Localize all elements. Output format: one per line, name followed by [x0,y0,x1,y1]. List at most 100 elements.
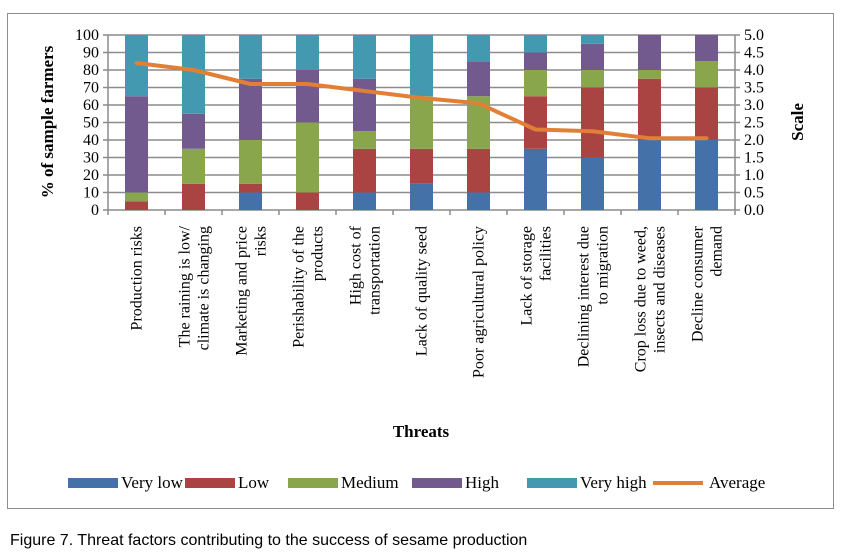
x-axis-title: Threats [393,422,450,441]
x-tick-label: Production risks [129,226,146,330]
x-tick-label-line: Crop loss due to weed, [633,226,650,372]
bar-segment-very-low [695,140,718,210]
y2-tick-label: 0.5 [744,185,764,202]
y2-tick-label: 3.5 [744,80,764,97]
bar-segment-medium [581,70,604,88]
bar-segment-low [296,192,319,210]
bar-segment-high [524,52,547,70]
legend-swatch [527,478,577,488]
legend-label: High [465,473,500,492]
x-tick-label: Lack of quality seed [414,226,431,356]
bar-segment-very-high [125,35,148,97]
y-tick-label: 90 [83,45,99,62]
bar-segment-medium [410,96,433,149]
bar-segment-very-low [353,192,376,210]
x-tick-label-line: High cost of [348,225,365,305]
bar-segment-low [581,87,604,158]
y-tick-label: 40 [83,132,99,149]
bar-segment-low [695,87,718,140]
bar-segment-low [467,148,490,193]
bar-segment-very-high [296,35,319,70]
bar-segment-low [638,78,661,140]
legend-label: Very high [580,473,647,492]
y-tick-label: 100 [75,27,99,44]
y2-tick-label: 1.0 [744,167,764,184]
bar-segment-very-high [239,35,262,79]
legend-label: Medium [341,473,399,492]
y-tick-label: 50 [83,115,99,132]
x-tick-label: Declining interest due to migration [576,226,612,367]
bar-segment-medium [467,96,490,149]
x-tick-label: High cost of transportation [348,225,384,315]
x-tick-label-line: Marketing and price [234,226,251,356]
bar-segment-medium [182,148,205,184]
x-tick-label: Decline consumer demand [690,225,726,342]
figure-caption: Figure 7. Threat factors contributing to… [10,532,528,549]
legend-label: Average [709,473,765,492]
y-tick-label: 20 [83,167,99,184]
x-tick-label-line: The raining is low/ [177,225,194,347]
x-tick-label: Marketing and price risks [234,226,270,356]
x-tick-label-line: Perishability of the [291,226,308,348]
y-tick-label: 80 [83,62,99,79]
x-tick-label: Crop loss due to weed, insects and diseas… [633,226,669,372]
bar-segment-very-low [524,148,547,210]
x-tick-label-line: Poor agricultural policy [471,226,488,378]
bar-segment-high [353,78,376,132]
bar-segment-high [581,43,604,70]
legend-swatch [68,478,118,488]
bar-segment-very-low [581,157,604,210]
bar-segment-low [410,148,433,184]
bar-segment-medium [638,70,661,79]
y2-tick-label: 2.0 [744,132,764,149]
bar-segment-very-low [410,183,433,210]
y-tick-label: 30 [83,150,99,167]
x-tick-label-line: transportation [367,226,384,315]
x-tick-label: The raining is low/climate is changing [177,225,213,350]
bar-segment-very-high [182,35,205,114]
x-tick-label: Perishability of the products [291,226,327,348]
bar-segment-medium [695,61,718,88]
bar-segment-high [239,78,262,140]
bar-segment-medium [296,122,319,193]
y-tick-label: 70 [83,80,99,97]
bar-segment-medium [125,192,148,202]
y2-tick-label: 3.0 [744,97,764,114]
bar-segment-high [296,70,319,123]
y2-axis-title: Scale [788,103,807,141]
bar-segment-very-low [638,140,661,210]
bar-segment-medium [524,70,547,97]
x-tick-label: Lack of storage facilities [519,226,555,326]
stacked-bar-chart: 0 0.0 10 0.5 20 1.0 30 1.5 40 2.0 50 2.5 60 3.0 70 3.5 8… [38,27,807,492]
x-tick-label-line: products [310,226,327,281]
y2-tick-label: 0.0 [744,202,764,219]
bar-segment-low [239,183,262,193]
x-tick-label-line: demand [709,226,726,277]
x-tick-label-line: risks [253,226,270,256]
legend-swatch [288,478,338,488]
y-tick-label: 0 [91,202,99,219]
y2-tick-label: 4.5 [744,45,764,62]
x-tick-label-line: Production risks [129,226,146,330]
y-axis-title: % of sample farmers [38,45,57,198]
bar-segment-very-high [581,35,604,44]
x-tick-label-line: Decline consumer [690,225,707,342]
bar-segment-high [125,96,148,193]
bar-segment-medium [353,131,376,149]
bar-segment-very-high [524,35,547,53]
y2-tick-label: 2.5 [744,115,764,132]
x-tick-label-line: Lack of storage [519,226,536,326]
legend-swatch [185,478,235,488]
y-tick-label: 60 [83,97,99,114]
bar-segment-very-high [467,35,490,62]
y2-tick-label: 5.0 [744,27,764,44]
x-tick-label: Poor agricultural policy [471,226,488,378]
bar-segment-medium [239,140,262,184]
bar-segment-very-low [467,192,490,210]
x-tick-label-line: insects and diseases [652,226,669,353]
bar-segment-high [182,113,205,149]
bar-segment-low [125,201,148,210]
legend-label: Very low [121,473,184,492]
bar-segment-high [695,35,718,62]
bar-segment-very-high [353,35,376,79]
